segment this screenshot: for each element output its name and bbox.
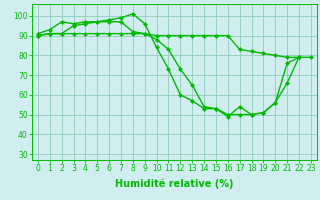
- X-axis label: Humidité relative (%): Humidité relative (%): [115, 179, 234, 189]
